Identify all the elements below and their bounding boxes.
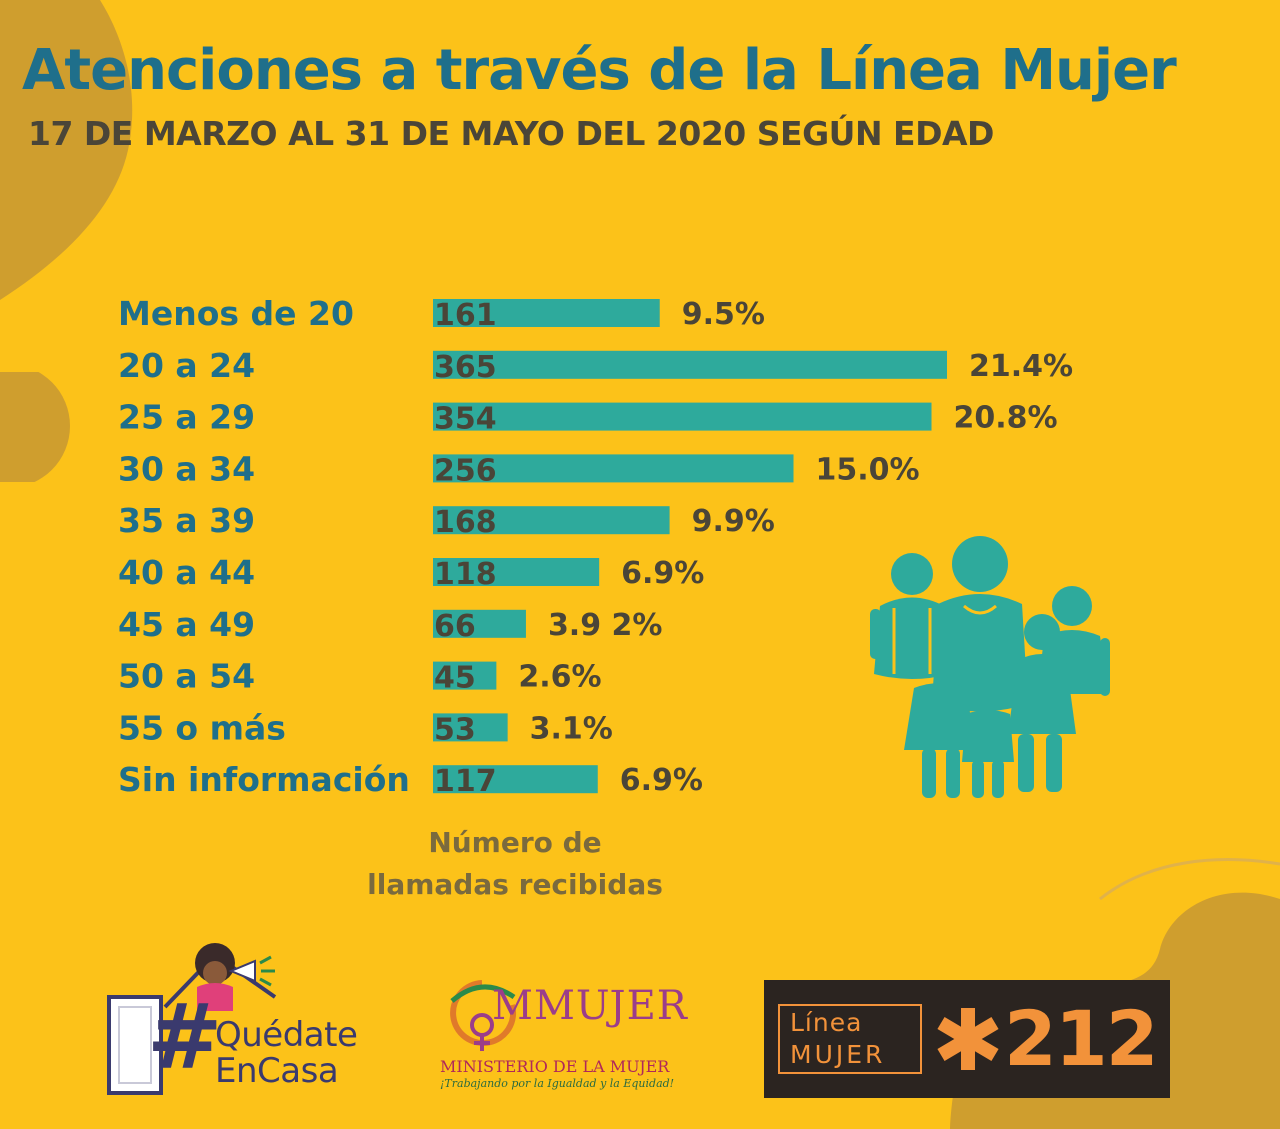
- value-label-35-a-39: 168: [434, 505, 497, 540]
- percent-label-50-a-54: 2.6%: [518, 660, 601, 695]
- asterisk-icon: [937, 1008, 999, 1070]
- category-label-35-a-39: 35 a 39: [118, 501, 255, 540]
- category-label-sin-informacion: Sin información: [118, 760, 410, 799]
- percent-label-20-a-24: 21.4%: [969, 349, 1073, 384]
- linea-mujer-box: Línea MUJER: [778, 1004, 922, 1074]
- x-axis-label-line-1: Número de: [428, 826, 602, 859]
- category-label-30-a-34: 30 a 34: [118, 449, 255, 488]
- age-bar-chart: Menos de 20 161 9.5% 20 a 24 365 21.4% 25 a 29…: [118, 294, 1073, 799]
- bar-20-a-24: [433, 350, 947, 379]
- quedate-text: Quédate EnCasa: [215, 1015, 358, 1091]
- bar-55-o-mas: [433, 713, 508, 742]
- linea-mujer-212-logo: Línea MUJER 212: [764, 980, 1170, 1098]
- venus-symbol-icon: [450, 980, 517, 1051]
- bar-40-a-44: [433, 558, 600, 586]
- quedate-en-casa-logo: # Quédate EnCasa: [105, 935, 375, 1105]
- linea-text: Línea: [790, 1008, 863, 1037]
- percent-label-40-a-44: 6.9%: [621, 556, 704, 591]
- percent-label-30-a-34: 15.0%: [816, 452, 920, 487]
- value-label-45-a-49: 66: [434, 609, 476, 644]
- hashtag-glyph: #: [147, 985, 223, 1090]
- category-label-55-o-mas: 55 o más: [118, 708, 286, 747]
- percent-label-35-a-39: 9.9%: [692, 504, 775, 539]
- x-axis-label: Número de llamadas recibidas: [360, 822, 670, 906]
- value-label-40-a-44: 118: [434, 557, 497, 592]
- bar-50-a-54: [433, 661, 497, 690]
- percent-label-45-a-49: 3.9 2%: [548, 608, 663, 643]
- bar-25-a-29: [433, 402, 932, 431]
- phone-number-212: 212: [1004, 994, 1159, 1083]
- value-label-50-a-54: 45: [434, 661, 476, 696]
- value-label-20-a-24: 365: [434, 350, 497, 385]
- house-woman-megaphone-icon: [107, 943, 277, 1095]
- ministerio-slogan: ¡Trabajando por la Igualdad y la Equidad…: [440, 1077, 675, 1090]
- quedate-line-2: EnCasa: [215, 1051, 339, 1091]
- x-axis-label-line-2: llamadas recibidas: [367, 868, 663, 901]
- category-label-20-a-24: 20 a 24: [118, 346, 255, 385]
- category-label-40-a-44: 40 a 44: [118, 553, 255, 592]
- category-label-menos-de-20: Menos de 20: [118, 294, 354, 333]
- percent-label-55-o-mas: 3.1%: [530, 711, 613, 746]
- mmujer-wordmark: MMUJER: [492, 983, 688, 1029]
- bar-menos-de-20: [433, 299, 660, 327]
- value-label-55-o-mas: 53: [434, 712, 476, 747]
- quedate-line-1: Quédate: [215, 1015, 358, 1055]
- page-title: Atenciones a través de la Línea Mujer: [22, 38, 1177, 103]
- value-label-sin-informacion: 117: [434, 764, 497, 799]
- bar-35-a-39: [433, 506, 670, 535]
- category-label-50-a-54: 50 a 54: [118, 657, 255, 696]
- value-label-30-a-34: 256: [434, 453, 497, 488]
- percent-label-25-a-29: 20.8%: [954, 401, 1058, 436]
- ministerio-mujer-logo: MMUJER MINISTERIO DE LA MUJER ¡Trabajand…: [436, 975, 687, 1100]
- percent-label-sin-informacion: 6.9%: [620, 763, 703, 798]
- page-subtitle: 17 DE MARZO AL 31 DE MAYO DEL 2020 SEGÚN…: [28, 114, 994, 153]
- value-label-25-a-29: 354: [434, 402, 497, 437]
- ministerio-name: MINISTERIO DE LA MUJER: [440, 1057, 670, 1076]
- mujer-text: MUJER: [790, 1040, 886, 1069]
- bar-sin-informacion: [433, 765, 598, 794]
- bar-30-a-34: [433, 454, 794, 483]
- category-label-25-a-29: 25 a 29: [118, 398, 255, 437]
- value-label-menos-de-20: 161: [434, 298, 497, 333]
- percent-label-menos-de-20: 9.5%: [682, 297, 765, 332]
- category-label-45-a-49: 45 a 49: [118, 605, 255, 644]
- bar-45-a-49: [433, 609, 526, 638]
- family-group-icon: [870, 536, 1110, 798]
